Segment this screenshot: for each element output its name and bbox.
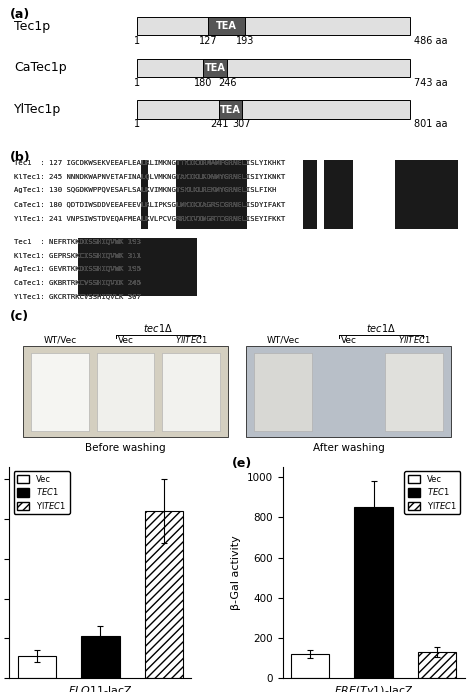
Bar: [355, 507, 392, 678]
Bar: [82, 637, 119, 678]
Text: Vec: Vec: [340, 336, 356, 345]
Text: YlTec1: GKCRTRKCVSSHIQVLK 307: YlTec1: GKCRTRKCVSSHIQVLK 307: [14, 293, 141, 300]
Bar: [395, 160, 444, 229]
Text: AgTec1: GEVRTKKOISSHIQVWK 196: AgTec1: GEVRTKKOISSHIQVWK 196: [14, 266, 141, 272]
Text: KlTec1: 245 NNNDKWAPNVETAFINALQLVMKNGTAKIKLKDNNYGRNELISIYIKNKT: KlTec1: 245 NNNDKWAPNVETAFINALQLVMKNGTAK…: [14, 174, 285, 180]
X-axis label: $FRE(Ty1)$-lacZ: $FRE(Ty1)$-lacZ: [334, 684, 413, 692]
Text: (e): (e): [231, 457, 252, 470]
Text: Vec: Vec: [118, 336, 134, 345]
Bar: [219, 100, 242, 118]
Text: KlTec1: GEPRSKKCISSHIQVWK 311: KlTec1: GEPRSKKCISSHIQVWK 311: [14, 252, 141, 258]
Text: 246: 246: [218, 78, 237, 88]
Text: AgTec1: 130 SQGDKWPPQVESAFLSALKVIMKNGTSKLKLREKNYGRNELISLFIKH: AgTec1: 130 SQGDKWPPQVESAFLSALKVIMKNGTSK…: [14, 188, 276, 194]
Text: 307: 307: [232, 119, 251, 129]
Text: TEA: TEA: [220, 104, 241, 115]
Text: Yl$ITEC1$: Yl$ITEC1$: [175, 334, 208, 345]
Text: Yl$ITEC1$: Yl$ITEC1$: [398, 334, 430, 345]
Text: CaTec1: GKBRTRKCVSSHIQVIK 246: CaTec1: GKBRTRKCVSSHIQVIK 246: [14, 280, 141, 286]
Text: Tec1p: Tec1p: [14, 20, 50, 33]
Y-axis label: β-Gal activity: β-Gal activity: [231, 535, 241, 610]
Text: WT/Vec: WT/Vec: [43, 336, 77, 345]
Text: TEA: TEA: [205, 63, 226, 73]
Text: Tec1  : 127 IGCDKWSEKVEEAFLEALRLIMKNGTTKIKIRNANFGRNELISLYIKHKT: Tec1 : 127 IGCDKWSEKVEEAFLEALRLIMKNGTTKI…: [14, 160, 285, 165]
Text: YlTec1: GKCRTRKCVSSHIQVLK 307: YlTec1: GKCRTRKCVSSHIQVLK 307: [14, 293, 141, 300]
Bar: [303, 160, 317, 229]
Text: Tec1  : 127 IGCDKWSEKVEEAFLEALRLIMKNGTTKIKIRNANFGRNELISLYIKHKT: Tec1 : 127 IGCDKWSEKVEEAFLEALRLIMKNGTTKI…: [14, 160, 285, 165]
Text: CaTec1: 180 QDTDIWSDDVEEAFEEVLRLIPKSGLNKIKIAGRSCGRNELISDYIFAKT: CaTec1: 180 QDTDIWSDDVEEAFEEVLRLIPKSGLNK…: [14, 201, 285, 208]
Text: Before washing: Before washing: [85, 443, 166, 453]
Text: AgTec1: 130 SQGDKWPPQVESAFLSALKVIMKNGTSKLKLREKNYGRNELISLFIKH: AgTec1: 130 SQGDKWPPQVESAFLSALKVIMKNGTSK…: [14, 188, 276, 194]
Text: $tec1\Delta$: $tec1\Delta$: [143, 322, 173, 334]
Text: 1: 1: [134, 36, 140, 46]
Bar: [183, 238, 197, 307]
Text: YlTec1: 241 VNPSIWSTDVEQAFMEALKVLPCVGRRKIVINGRTCGRNELISEYIFKKT: YlTec1: 241 VNPSIWSTDVEQAFMEALKVLPCVGRRK…: [14, 215, 285, 221]
Text: 743 aa: 743 aa: [414, 78, 448, 88]
Bar: [137, 100, 410, 118]
Bar: [203, 59, 228, 77]
Text: KlTec1: 245 NNNDKWAPNVETAFINALQLVMKNGTAKIKLKDNNYGRNELISIYIKNKT: KlTec1: 245 NNNDKWAPNVETAFINALQLVMKNGTAK…: [14, 174, 285, 180]
Text: YlTec1: 241 VNPSIWSTDVEQAFMEALKVLPCVGRRKIVINGRTCGRNELISEYIFKKT: YlTec1: 241 VNPSIWSTDVEQAFMEALKVLPCVGRRK…: [14, 215, 285, 221]
Text: KlTec1: GEPRSKKCISSHIQVWK 311: KlTec1: GEPRSKKCISSHIQVWK 311: [14, 252, 141, 258]
Text: CaTec1: 180 QDTDIWSDDVEEAFEEVLRLIPKSGLNKIKIAGRSCGRNELISDYIFAKT: CaTec1: 180 QDTDIWSDDVEEAFEEVLRLIPKSGLNK…: [14, 201, 285, 208]
Bar: [141, 160, 148, 229]
Text: AgTec1: GEVRTKKOISSHIQVWK 196: AgTec1: GEVRTKKOISSHIQVWK 196: [14, 266, 141, 272]
Text: TEA: TEA: [216, 21, 237, 31]
Legend: Vec, $TEC1$, Yl$TEC1$: Vec, $TEC1$, Yl$TEC1$: [404, 471, 460, 514]
Bar: [254, 353, 311, 430]
Text: 127: 127: [199, 36, 218, 46]
Bar: [78, 238, 99, 307]
Bar: [385, 353, 443, 430]
Text: AgTec1: GEVRTKKOISSHIQVWK 196: AgTec1: GEVRTKKOISSHIQVWK 196: [14, 266, 141, 272]
Text: 180: 180: [194, 78, 212, 88]
Bar: [176, 160, 219, 229]
Text: Tec1  : 127 IGCDKWSEKVEEAFLEALRLIMKNGTTKIKIRNANFGRNELISLYIKHKT: Tec1 : 127 IGCDKWSEKVEEAFLEALRLIMKNGTTKI…: [14, 160, 285, 165]
Bar: [18, 656, 56, 678]
Bar: [246, 346, 451, 437]
Text: AgTec1: 130 SQGDKWPPQVESAFLSALKVIMKNGTSKLKLREKNYGRNELISLFIKH: AgTec1: 130 SQGDKWPPQVESAFLSALKVIMKNGTSK…: [14, 188, 276, 194]
Text: (a): (a): [9, 8, 30, 21]
Bar: [219, 160, 247, 229]
Text: WT/Vec: WT/Vec: [266, 336, 300, 345]
Text: CaTec1: GKBRTRKCVSSHIQVIK 246: CaTec1: GKBRTRKCVSSHIQVIK 246: [14, 280, 141, 286]
Text: 486 aa: 486 aa: [414, 36, 448, 46]
Text: After washing: After washing: [313, 443, 384, 453]
Text: Tec1  : NEFRTKKOISSHIQVWK 193: Tec1 : NEFRTKKOISSHIQVWK 193: [14, 238, 141, 244]
Bar: [418, 652, 456, 678]
Bar: [137, 59, 410, 77]
Bar: [208, 17, 246, 35]
Text: 1: 1: [134, 119, 140, 129]
Text: 1: 1: [134, 78, 140, 88]
Bar: [145, 511, 183, 678]
Bar: [137, 17, 410, 35]
Text: CaTec1: GKBRTRKCVSSHIQVIK 246: CaTec1: GKBRTRKCVSSHIQVIK 246: [14, 280, 141, 286]
Text: $tec1\Delta$: $tec1\Delta$: [366, 322, 396, 334]
Text: KlTec1: 245 NNNDKWAPNVETAFINALQLVMKNGTAKIKLKDNNYGRNELISIYIKNKT: KlTec1: 245 NNNDKWAPNVETAFINALQLVMKNGTAK…: [14, 174, 285, 180]
Bar: [444, 160, 458, 229]
Bar: [291, 654, 329, 678]
Text: YlTec1: GKCRTRKCVSSHIQVLK 307: YlTec1: GKCRTRKCVSSHIQVLK 307: [14, 293, 141, 300]
Bar: [163, 353, 220, 430]
X-axis label: $FLO11$-lacZ: $FLO11$-lacZ: [68, 684, 133, 692]
Text: Tec1  : NEFRTKKOISSHIQVWK 193: Tec1 : NEFRTKKOISSHIQVWK 193: [14, 238, 141, 244]
Text: 801 aa: 801 aa: [414, 119, 448, 129]
Bar: [324, 160, 353, 229]
Text: (b): (b): [9, 151, 30, 164]
Bar: [31, 353, 89, 430]
Bar: [23, 346, 228, 437]
Bar: [134, 238, 183, 307]
Text: CaTec1p: CaTec1p: [14, 62, 67, 75]
Text: KlTec1: GEPRSKKCISSHIQVWK 311: KlTec1: GEPRSKKCISSHIQVWK 311: [14, 252, 141, 258]
Bar: [97, 353, 154, 430]
Text: YlTec1: 241 VNPSIWSTDVEQAFMEALKVLPCVGRRKIVINGRTCGRNELISEYIFKKT: YlTec1: 241 VNPSIWSTDVEQAFMEALKVLPCVGRRK…: [14, 215, 285, 221]
Text: 193: 193: [236, 36, 255, 46]
Text: (c): (c): [9, 310, 28, 322]
Text: Tec1  : NEFRTKKOISSHIQVWK 193: Tec1 : NEFRTKKOISSHIQVWK 193: [14, 238, 141, 244]
Bar: [99, 238, 134, 307]
Text: 241: 241: [210, 119, 228, 129]
Legend: Vec, $TEC1$, Yl$TEC1$: Vec, $TEC1$, Yl$TEC1$: [14, 471, 70, 514]
Text: CaTec1: 180 QDTDIWSDDVEEAFEEVLRLIPKSGLNKIKIAGRSCGRNELISDYIFAKT: CaTec1: 180 QDTDIWSDDVEEAFEEVLRLIPKSGLNK…: [14, 201, 285, 208]
Text: YlTec1p: YlTec1p: [14, 103, 61, 116]
